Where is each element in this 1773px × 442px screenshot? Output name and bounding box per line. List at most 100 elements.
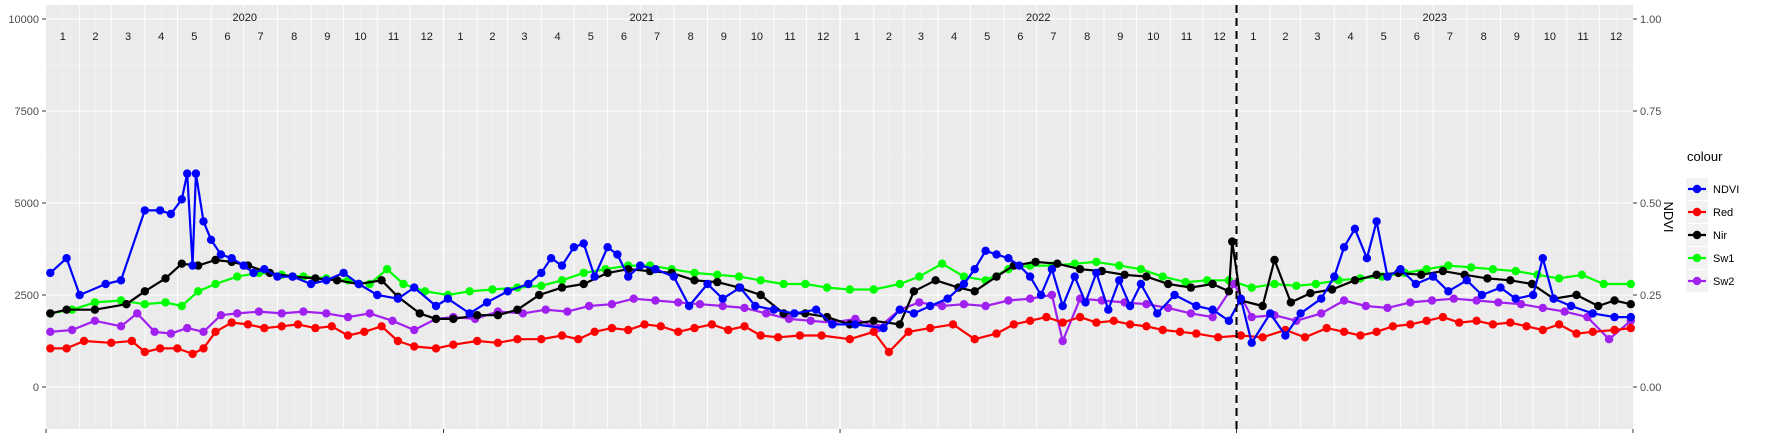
point-sw2 (1208, 312, 1217, 322)
point-ndvi (769, 305, 778, 314)
point-red (260, 323, 269, 333)
point-red (1322, 323, 1331, 333)
point-sw1 (399, 279, 408, 289)
point-sw2 (216, 311, 226, 320)
point-red (1158, 325, 1167, 335)
point-nir (1610, 296, 1619, 305)
point-red (926, 323, 935, 333)
month-label: 1 (60, 31, 66, 43)
point-ndvi (1610, 312, 1619, 322)
point-sw1 (1158, 272, 1167, 281)
month-label: 1 (457, 31, 463, 43)
point-nir (513, 305, 522, 314)
right-tick-label: 0.50 (1640, 198, 1661, 210)
point-red (724, 325, 733, 335)
point-nir (122, 300, 131, 309)
point-ndvi (1317, 294, 1326, 303)
point-ndvi (199, 217, 208, 226)
point-sw1 (1488, 265, 1498, 274)
month-label: 12 (421, 31, 433, 43)
point-ndvi (410, 283, 419, 292)
point-sw1 (1270, 279, 1279, 289)
month-label: 9 (1514, 31, 1520, 43)
point-sw2 (629, 294, 638, 303)
point-ndvi (735, 283, 745, 292)
point-sw1 (465, 287, 474, 296)
point-sw1 (1511, 266, 1520, 276)
left-tick-label: 5000 (15, 198, 39, 210)
point-sw2 (1406, 298, 1415, 307)
point-red (1506, 318, 1515, 327)
point-sw1 (1136, 265, 1146, 274)
point-red (640, 320, 649, 329)
point-sw2 (183, 323, 192, 333)
month-label: 5 (191, 31, 197, 43)
point-ndvi (1125, 301, 1135, 311)
point-ndvi (1362, 254, 1372, 263)
point-red (1554, 320, 1564, 329)
point-red (845, 335, 854, 344)
point-ndvi (992, 250, 1001, 259)
point-ndvi (1208, 305, 1217, 314)
point-ndvi (431, 301, 441, 311)
point-sw2 (46, 327, 55, 336)
point-ndvi (140, 206, 149, 215)
point-sw2 (959, 300, 969, 309)
point-sw2 (1538, 303, 1548, 313)
point-nir (46, 309, 55, 318)
point-ndvi (1462, 276, 1472, 285)
point-red (1422, 316, 1431, 325)
point-nir (690, 276, 699, 285)
point-sw2 (1186, 309, 1196, 318)
point-ndvi (636, 261, 645, 270)
point-nir (1286, 298, 1296, 307)
point-red (1406, 320, 1415, 329)
point-ndvi (1566, 301, 1576, 311)
point-red (557, 331, 567, 340)
point-red (1142, 322, 1151, 331)
legend-label: Sw1 (1713, 253, 1734, 265)
point-nir (1186, 283, 1196, 292)
point-sw1 (579, 268, 588, 278)
point-nir (1572, 290, 1581, 300)
point-nir (377, 276, 386, 285)
point-sw2 (740, 303, 749, 313)
left-y-axis: 0 2500 5000 7500 10000 (8, 14, 46, 394)
point-sw2 (67, 325, 77, 335)
point-red (756, 331, 765, 340)
point-red (1455, 318, 1464, 327)
month-label: 6 (621, 31, 627, 43)
legend-label: Nir (1713, 230, 1727, 242)
point-red (449, 340, 458, 349)
point-ndvi (177, 195, 186, 204)
point-sw1 (937, 259, 947, 268)
point-ndvi (1383, 272, 1392, 281)
point-ndvi (1224, 316, 1234, 325)
month-label: 4 (1348, 31, 1354, 43)
point-sw1 (557, 276, 567, 285)
point-sw2 (166, 329, 176, 338)
point-red (173, 344, 182, 353)
year-label: 2022 (1026, 12, 1050, 24)
point-sw2 (1472, 296, 1481, 305)
point-ndvi (1025, 272, 1035, 281)
month-label: 10 (354, 31, 366, 43)
point-sw1 (1599, 279, 1608, 289)
left-tick-label: 2500 (15, 290, 39, 302)
point-sw2 (1004, 296, 1013, 305)
point-ndvi (183, 169, 192, 178)
point-ndvi (188, 261, 197, 270)
legend-item-red: Red (1686, 201, 1733, 223)
point-nir (1224, 287, 1234, 296)
point-ndvi (1626, 312, 1636, 322)
point-ndvi (879, 323, 888, 333)
point-ndvi (684, 301, 694, 311)
point-sw2 (1449, 294, 1459, 303)
point-red (393, 336, 403, 346)
point-sw2 (1560, 307, 1569, 316)
point-sw1 (756, 276, 765, 285)
point-nir (1417, 270, 1426, 279)
point-ndvi (1528, 290, 1538, 300)
point-nir (1372, 270, 1381, 279)
point-sw2 (410, 325, 419, 335)
